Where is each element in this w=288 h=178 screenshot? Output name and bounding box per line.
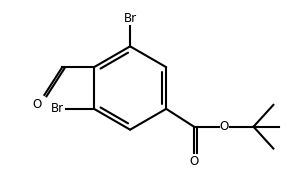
Text: O: O bbox=[189, 155, 199, 169]
Text: O: O bbox=[219, 120, 228, 133]
Text: O: O bbox=[32, 98, 41, 111]
Text: Br: Br bbox=[124, 12, 137, 25]
Text: Br: Br bbox=[51, 102, 64, 115]
